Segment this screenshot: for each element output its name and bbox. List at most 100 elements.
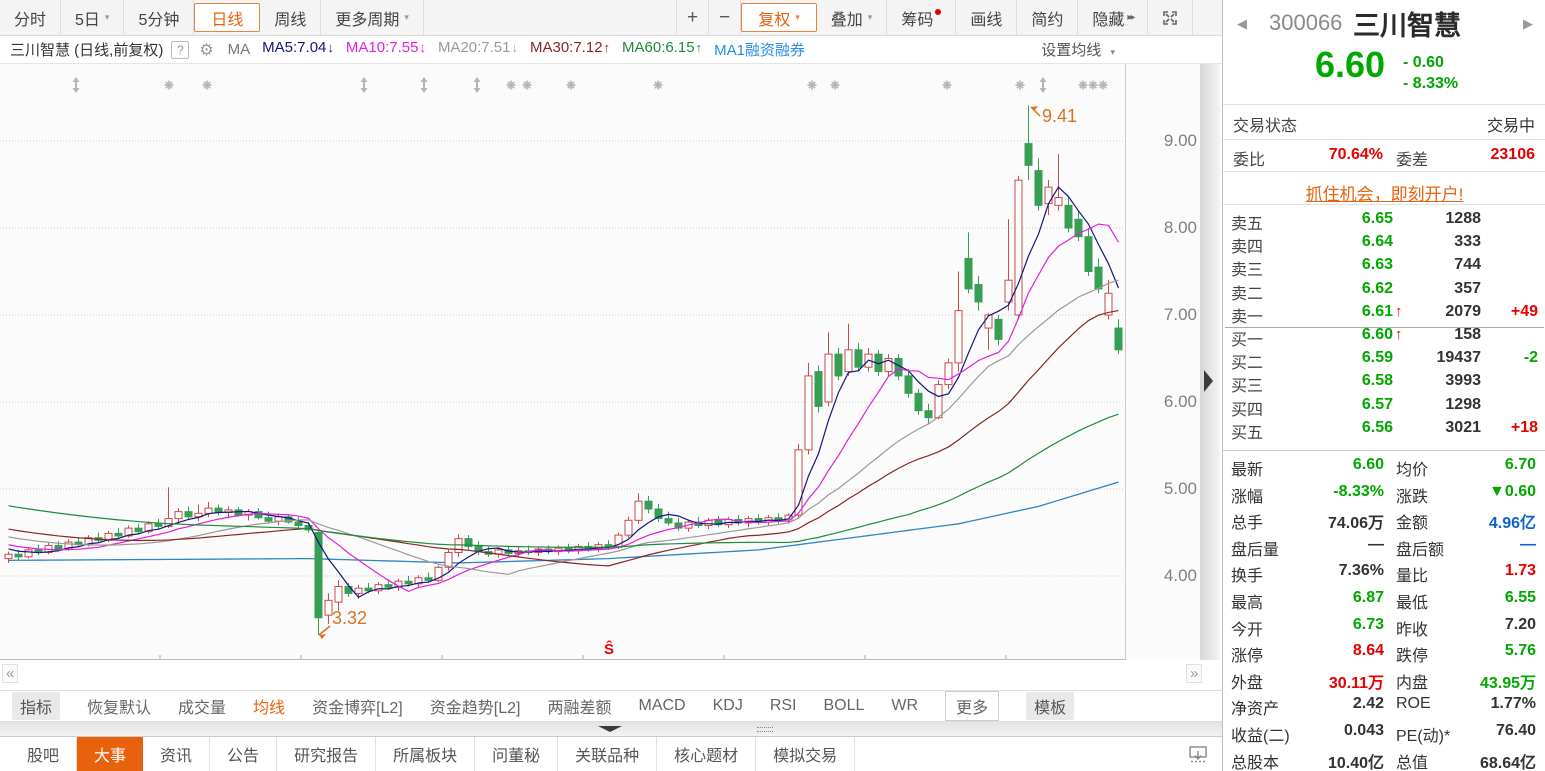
tab-ask-secretary[interactable]: 问董秘 [475,737,559,771]
bid-ask-divider [1225,327,1544,328]
chart-canvas[interactable]: 9.41 3.32 Ŝ [0,64,1200,660]
order-book-row: 买四 6.57 1298 [1223,396,1545,419]
stat-label: 跌停 [1396,648,1429,666]
tab-announcements[interactable]: 公告 [210,737,278,771]
horizontal-splitter[interactable] [0,722,1222,736]
order-volume: 1288 [1445,210,1481,227]
order-level-label: 卖一 [1231,308,1264,326]
open-account-link[interactable]: 抓住机会，即刻开户! [1305,185,1464,204]
indicator-template[interactable]: 模板 [1026,692,1075,720]
more-periods-button[interactable]: 更多周期 ▾ [321,0,424,35]
drag-handle-icon[interactable] [757,727,773,732]
order-price: 6.65 [1361,210,1393,227]
5day-chart-button[interactable]: 5日 ▾ [61,0,125,35]
tab-news[interactable]: 资讯 [143,737,211,771]
daily-chart-label: 日线 [211,11,244,29]
5min-chart-button[interactable]: 5分钟 [124,0,195,35]
order-price: 6.63 [1361,256,1393,274]
draw-line-button[interactable]: 画线 [956,0,1018,35]
indicator-capital-game[interactable]: 资金博弈[L2] [312,700,403,717]
indicator-restore-default[interactable]: 恢复默认 [87,700,152,717]
indicator-more-indicators[interactable]: 更多 [945,691,1000,721]
order-book-row: 买二 6.59 19437 -2 [1223,349,1545,372]
stat-label: 金额 [1396,515,1429,533]
tab-sectors[interactable]: 所属板块 [376,737,476,771]
stat-label: 净资产 [1231,701,1280,719]
zoom-out-button[interactable]: − [709,0,742,35]
order-book-row: 卖一 6.61 ↑ 2079 +49 [1223,303,1545,326]
weicha-label: 委差 [1396,152,1429,169]
hide-label: 隐藏 [1092,11,1125,29]
tab-simulated-trading[interactable]: 模拟交易 [756,737,856,771]
y-axis-tick: 9.00 [1163,131,1197,150]
hide-button[interactable]: 隐藏 ▸▸ [1078,0,1149,35]
stat-value: 5.76 [1504,642,1536,660]
tools-toolbar: + − 复权 ▾ 叠加 ▾ 筹码 画线 简约 隐藏 ▸▸ [676,0,1194,35]
arrow-down-icon: ↓ [511,40,518,55]
stock-code: 300066 [1269,10,1343,35]
order-volume: 333 [1454,233,1481,251]
stat-row: 涨幅 -8.33% 涨跌 ▼0.60 [1223,483,1545,509]
weicha-value: 23106 [1490,146,1536,163]
candlestick-chart[interactable]: 9.41 3.32 Ŝ 9.00 8.00 7.00 6.00 5.00 4.00 [0,64,1222,660]
next-stock-arrow[interactable]: ▶ [1523,16,1533,31]
stat-label: 盘后量 [1231,541,1280,559]
daily-chart-button[interactable]: 日线 [194,3,261,32]
stat-label: 最高 [1231,595,1264,612]
5day-chart-label: 5日 [75,11,100,29]
stat-label: PE(动)* [1396,728,1451,745]
tab-core-themes[interactable]: 核心题材 [657,737,757,771]
ma-value-text: MA30:7.12 [529,39,603,56]
indicator-volume[interactable]: 成交量 [178,700,227,717]
popup-window-button[interactable] [1189,737,1208,771]
order-level-label: 买二 [1231,355,1264,373]
indicator-wr[interactable]: WR [891,697,919,714]
prev-stock-arrow[interactable]: ◀ [1237,16,1247,31]
period-toolbar: 分时 5日 ▾ 5分钟 日线 周线 更多周期 ▾ [0,0,424,35]
gear-icon[interactable]: ⚙ [199,41,214,59]
indicator-margin-diff[interactable]: 两融差额 [547,700,612,717]
scroll-left-button[interactable]: « [2,664,19,683]
zoom-in-button[interactable]: + [676,0,710,35]
indicator-kdj[interactable]: KDJ [712,697,743,714]
chip-distribution-button[interactable]: 筹码 [887,0,957,35]
panel-splitter[interactable] [1200,64,1220,660]
collapse-panel-icon[interactable] [1204,370,1213,392]
indicator-indicator-label[interactable]: 指标 [12,692,61,720]
simple-mode-button[interactable]: 简约 [1017,0,1079,35]
indicator-macd[interactable]: MACD [638,697,686,714]
chevron-down-icon: ▾ [404,12,409,22]
ma-settings-label: 设置均线 [1041,42,1102,59]
tab-stock-forum[interactable]: 股吧 [10,737,78,771]
indicator-boll[interactable]: BOLL [823,697,865,714]
collapse-arrow-icon[interactable] [598,726,622,732]
help-icon[interactable]: ? [171,40,190,59]
stat-value: 30.11万 [1328,674,1384,692]
stat-label: 量比 [1396,568,1429,586]
tab-big-events[interactable]: 大事 [77,737,144,771]
divider [1223,204,1545,205]
indicator-capital-trend[interactable]: 资金趋势[L2] [429,700,521,717]
svg-text:3.32: 3.32 [332,608,367,628]
order-volume: 3993 [1445,372,1481,390]
arrow-down-icon: ↓ [419,40,426,55]
weekly-chart-button[interactable]: 周线 [260,0,322,35]
chevron-down-icon: ▾ [104,12,110,22]
minute-chart-button[interactable]: 分时 [0,0,62,35]
indicator-ma[interactable]: 均线 [253,700,286,717]
draw-line-label: 画线 [970,11,1003,29]
ma-value-text: MA20:7.51 [437,39,511,56]
adjust-price-button[interactable]: 复权 ▾ [741,3,817,32]
tab-research-reports[interactable]: 研究报告 [277,737,377,771]
chart-header: 三川智慧 (日线,前复权) ? ⚙ MA MA5:7.04↓ MA10:7.55↓… [0,36,1222,64]
tab-related-instruments[interactable]: 关联品种 [558,737,658,771]
ma-settings-button[interactable]: 设置均线 ▾ [1041,39,1115,60]
ma-values: MA5:7.04↓ MA10:7.55↓ MA20:7.51↓ MA30:7.12↑ M… [250,39,805,60]
top-toolbar: 分时 5日 ▾ 5分钟 日线 周线 更多周期 ▾ + − 复权 ▾ 叠加 ▾ 筹码 画线 简约 隐藏 ▸▸ [0,0,1222,36]
overlay-button[interactable]: 叠加 ▾ [817,0,888,35]
stat-value: -8.33% [1333,482,1384,500]
scroll-right-button[interactable]: » [1186,664,1203,683]
indicator-rsi[interactable]: RSI [769,697,797,714]
fullscreen-button[interactable] [1148,0,1194,35]
stat-value: — [1368,535,1384,553]
